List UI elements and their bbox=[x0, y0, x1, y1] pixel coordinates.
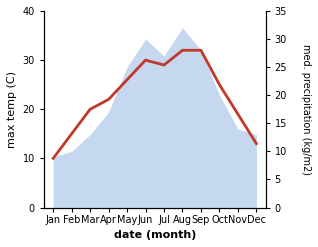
X-axis label: date (month): date (month) bbox=[114, 230, 196, 240]
Y-axis label: max temp (C): max temp (C) bbox=[7, 71, 17, 148]
Y-axis label: med. precipitation (kg/m2): med. precipitation (kg/m2) bbox=[301, 44, 311, 175]
